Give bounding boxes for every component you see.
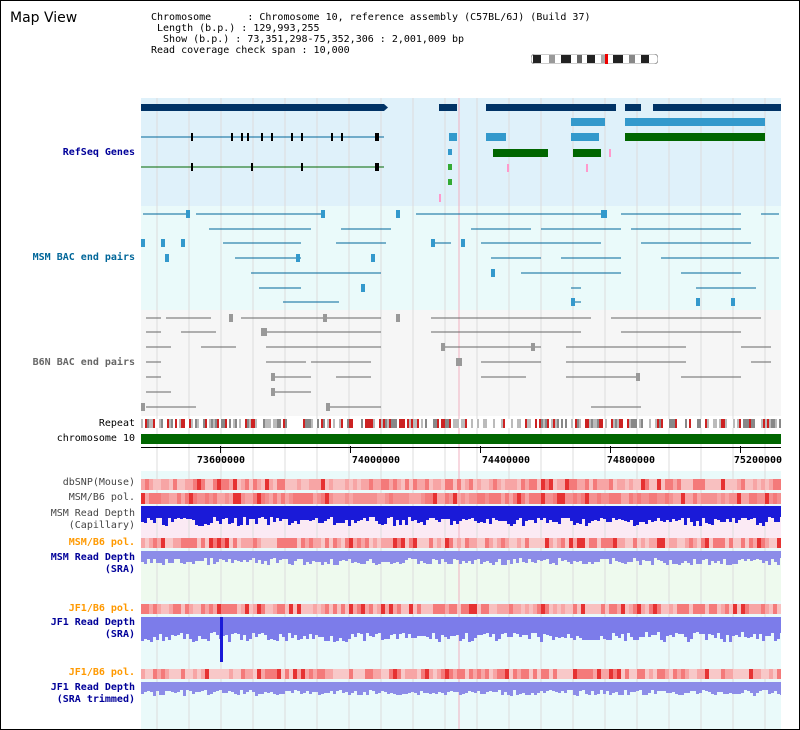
msm-b6-pol2-track[interactable] [141, 538, 781, 548]
jf1-b6-pol2-label[interactable]: JF1/B6 pol. [68, 667, 135, 678]
axis-tick [220, 446, 221, 453]
refseq-gene-track[interactable] [141, 98, 781, 206]
chromosome-bar[interactable] [141, 434, 781, 444]
jf1-b6-pol-track[interactable] [141, 604, 781, 614]
jf1-depth-trim-label[interactable]: JF1 Read Depth (SRA trimmed) [50, 682, 135, 705]
axis-tick-label: 73600000 [196, 455, 246, 466]
axis-line [141, 447, 781, 448]
dbsnp-track[interactable] [141, 479, 781, 490]
dbsnp-label[interactable]: dbSNP(Mouse) [62, 477, 135, 488]
info-chromosome: Chromosome : Chromosome 10, reference as… [151, 12, 591, 23]
axis-tick [350, 446, 351, 453]
axis-tick-label: 74800000 [606, 455, 656, 466]
msm-b6-pol2-label[interactable]: MSM/B6 pol. [68, 537, 135, 548]
jf1-depth-sra-track[interactable] [141, 617, 781, 663]
jf1-b6-pol-label[interactable]: JF1/B6 pol. [68, 603, 135, 614]
axis-tick [480, 446, 481, 453]
chromosome-ideogram[interactable] [531, 54, 658, 64]
jf1-depth-sra-label[interactable]: JF1 Read Depth (SRA) [50, 617, 135, 640]
info-length: Length (b.p.) : 129,993,255 [151, 23, 320, 34]
chromosome-label: chromosome 10 [56, 433, 135, 444]
chromosome-info: Chromosome : Chromosome 10, reference as… [151, 12, 591, 56]
refseq-genes-label[interactable]: RefSeq Genes [62, 147, 135, 158]
msm-bac-label[interactable]: MSM BAC end pairs [32, 252, 135, 263]
axis-tick-label: 74000000 [351, 455, 401, 466]
info-show: Show (b.p.) : 73,351,298-75,352,306 : 2,… [151, 34, 465, 45]
jf1-b6-pol2-track[interactable] [141, 669, 781, 679]
page-title: Map View [10, 10, 78, 26]
axis-tick-label: 74400000 [481, 455, 531, 466]
msm-depth-sra-track[interactable] [141, 551, 781, 569]
msm-depth-capillary-track[interactable] [141, 506, 781, 526]
b6n-bac-track[interactable] [141, 310, 781, 416]
msm-depth-sra-label[interactable]: MSM Read Depth (SRA) [50, 552, 135, 575]
b6n-bac-label[interactable]: B6N BAC end pairs [32, 357, 135, 368]
msm-bac-track[interactable] [141, 206, 781, 310]
jf1-depth-trim-track[interactable] [141, 682, 781, 698]
info-coverage-span: Read coverage check span : 10,000 [151, 45, 350, 56]
repeat-label: Repeat [98, 418, 135, 429]
repeat-track[interactable] [141, 419, 781, 428]
refseq-band [141, 98, 781, 206]
axis-tick-label: 75200000 [733, 455, 783, 466]
msm-b6-pol-track[interactable] [141, 493, 781, 504]
axis-tick [740, 446, 741, 453]
axis-tick [610, 446, 611, 453]
msm-b6-pol-label[interactable]: MSM/B6 pol. [68, 492, 135, 503]
msm-depth-capillary-label[interactable]: MSM Read Depth (Capillary) [50, 508, 135, 531]
